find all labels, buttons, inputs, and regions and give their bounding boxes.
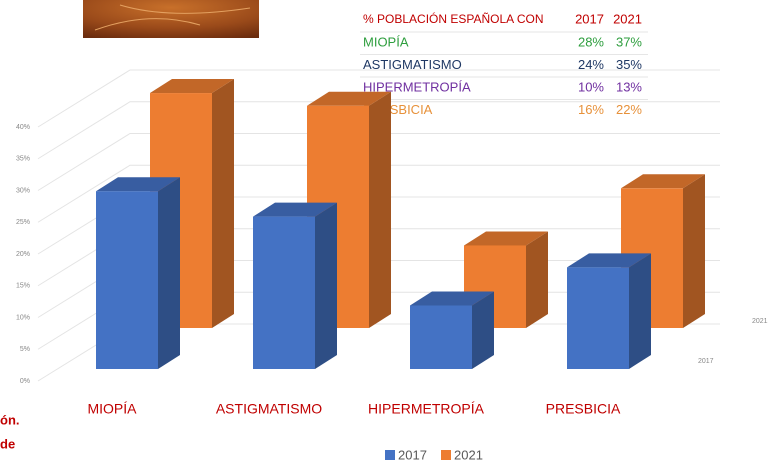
y-tick-label: 0%	[20, 378, 30, 385]
x-tick-label: PRESBICIA	[546, 401, 621, 417]
table-value: 10%	[578, 79, 604, 94]
data-table: % POBLACIÓN ESPAÑOLA CON 2017 2021 MIOPÍ…	[360, 8, 650, 120]
bar	[96, 191, 158, 369]
legend-label: 2017	[398, 447, 427, 462]
y-tick-label: 5%	[20, 346, 30, 353]
side-text: ón.	[0, 412, 20, 427]
table-value: 16%	[578, 102, 604, 117]
x-tick-label: HIPERMETROPÍA	[368, 401, 485, 417]
legend-swatch	[441, 450, 451, 460]
bar-side	[369, 92, 391, 328]
y-tick-label: 35%	[16, 156, 30, 163]
bar-side	[683, 174, 705, 328]
table-year: 2017	[575, 11, 604, 26]
bar	[253, 217, 315, 369]
depth-label: 2021	[752, 318, 768, 325]
table-value: 22%	[616, 102, 642, 117]
bar-side	[315, 203, 337, 369]
table-title: % POBLACIÓN ESPAÑOLA CON	[363, 11, 544, 26]
y-tick-label: 25%	[16, 219, 30, 226]
bar-side	[212, 79, 234, 328]
table-value: 13%	[616, 79, 642, 94]
table-value: 28%	[578, 34, 604, 49]
table-value: 37%	[616, 34, 642, 49]
y-tick-label: 10%	[16, 314, 30, 321]
table-row-label: MIOPÍA	[363, 34, 409, 49]
side-text: de	[0, 436, 15, 451]
table-year: 2021	[613, 11, 642, 26]
depth-label: 2017	[698, 358, 714, 365]
x-tick-label: ASTIGMATISMO	[216, 401, 322, 417]
legend-label: 2021	[454, 447, 483, 462]
x-tick-label: MIOPÍA	[87, 401, 137, 417]
bar-side	[526, 231, 548, 328]
y-tick-label: 15%	[16, 283, 30, 290]
legend-swatch	[385, 450, 395, 460]
bar	[410, 306, 472, 370]
y-tick-label: 40%	[16, 124, 30, 131]
bar-side	[158, 177, 180, 369]
bar	[567, 267, 629, 369]
bar-side	[629, 253, 651, 369]
y-tick-label: 30%	[16, 187, 30, 194]
chart: % POBLACIÓN ESPAÑOLA CON 2017 2021 MIOPÍ…	[0, 0, 776, 462]
y-tick-label: 20%	[16, 251, 30, 258]
